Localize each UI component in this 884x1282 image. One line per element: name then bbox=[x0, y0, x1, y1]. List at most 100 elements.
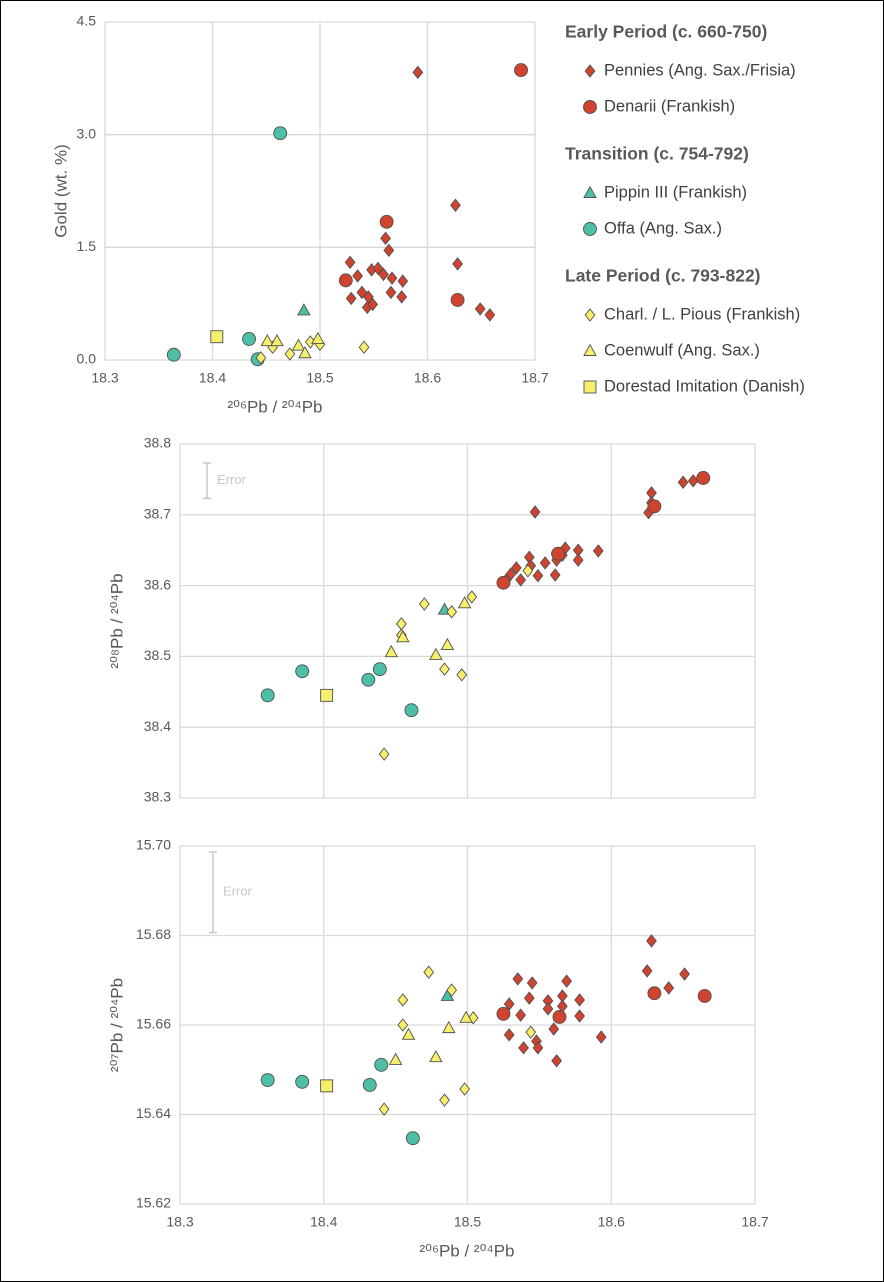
point bbox=[295, 1074, 310, 1089]
legend-label: Offa (Ang. Sax.) bbox=[604, 219, 722, 237]
y-axis-label: ²⁰⁸Pb / ²⁰⁴Pb bbox=[107, 573, 126, 668]
point bbox=[561, 974, 573, 988]
point bbox=[423, 965, 435, 979]
point bbox=[542, 1002, 554, 1016]
y-tick-label: 3.0 bbox=[77, 125, 97, 141]
point bbox=[380, 231, 391, 246]
point bbox=[412, 65, 424, 80]
legend-label: Denarii (Frankish) bbox=[604, 97, 735, 115]
point bbox=[442, 1020, 456, 1034]
point bbox=[548, 1022, 560, 1036]
error-label: Error bbox=[223, 884, 253, 899]
legend-marker bbox=[584, 64, 596, 78]
point bbox=[474, 302, 486, 316]
y-tick-label: 38.7 bbox=[144, 506, 171, 522]
x-tick-label: 18.6 bbox=[414, 370, 441, 386]
point bbox=[439, 1093, 450, 1107]
point bbox=[526, 976, 538, 990]
point bbox=[260, 688, 275, 703]
legend-marker bbox=[583, 343, 597, 356]
point bbox=[429, 647, 443, 660]
point bbox=[532, 1041, 544, 1055]
point bbox=[374, 1057, 389, 1072]
point bbox=[532, 568, 544, 583]
point bbox=[439, 662, 450, 676]
x-tick-label: 18.7 bbox=[521, 370, 548, 386]
x-tick-label: 18.7 bbox=[741, 1214, 768, 1230]
point bbox=[452, 257, 463, 271]
legend-label: Pennies (Ang. Sax./Frisia) bbox=[604, 61, 796, 79]
legend-label: Coenwulf (Ang. Sax.) bbox=[604, 341, 760, 359]
point bbox=[311, 331, 325, 344]
legend-marker bbox=[583, 100, 597, 114]
point bbox=[518, 1041, 529, 1055]
point bbox=[396, 290, 408, 304]
point bbox=[401, 1027, 416, 1040]
point bbox=[386, 271, 398, 285]
y-tick-label: 15.62 bbox=[136, 1195, 171, 1211]
point bbox=[372, 261, 384, 276]
point bbox=[514, 63, 528, 78]
point bbox=[260, 1073, 275, 1087]
point bbox=[379, 214, 394, 229]
point bbox=[663, 981, 675, 995]
point bbox=[450, 292, 465, 307]
point bbox=[696, 471, 711, 485]
point bbox=[496, 1006, 511, 1021]
legend-marker bbox=[583, 185, 597, 198]
error-label: Error bbox=[217, 472, 247, 487]
point bbox=[496, 575, 511, 590]
point bbox=[512, 972, 524, 986]
legend-label: Charl. / L. Pious (Frankish) bbox=[604, 305, 800, 323]
point bbox=[397, 274, 409, 288]
point bbox=[396, 630, 410, 643]
x-tick-label: 18.5 bbox=[306, 370, 333, 386]
point bbox=[397, 993, 409, 1007]
point bbox=[320, 688, 334, 702]
point bbox=[372, 662, 387, 677]
point bbox=[523, 991, 535, 1005]
point bbox=[552, 1009, 567, 1024]
point bbox=[358, 340, 370, 354]
point bbox=[345, 291, 357, 306]
y-tick-label: 15.70 bbox=[136, 837, 171, 853]
point bbox=[284, 347, 296, 361]
y-tick-label: 38.6 bbox=[144, 576, 171, 592]
point bbox=[362, 1078, 377, 1092]
legend-heading: Late Period (c. 793-822) bbox=[565, 266, 761, 286]
point bbox=[344, 255, 356, 270]
point bbox=[510, 561, 522, 575]
point bbox=[338, 273, 353, 288]
point bbox=[551, 546, 566, 561]
point bbox=[466, 590, 478, 604]
point bbox=[295, 664, 310, 679]
point bbox=[440, 637, 455, 651]
y-tick-label: 15.64 bbox=[136, 1105, 171, 1121]
point bbox=[595, 1030, 607, 1044]
point bbox=[405, 1131, 420, 1146]
point bbox=[356, 285, 368, 300]
legend-label: Dorestad Imitation (Danish) bbox=[604, 377, 805, 395]
point bbox=[515, 1008, 527, 1022]
x-tick-label: 18.4 bbox=[310, 1214, 337, 1230]
point bbox=[549, 568, 561, 582]
point bbox=[298, 346, 312, 359]
y-tick-label: 15.66 bbox=[136, 1016, 171, 1032]
point bbox=[539, 556, 551, 570]
point bbox=[270, 333, 284, 347]
x-tick-label: 18.4 bbox=[199, 370, 226, 386]
point bbox=[646, 934, 657, 948]
point bbox=[260, 333, 275, 347]
point bbox=[242, 332, 257, 346]
point bbox=[446, 983, 458, 997]
y-tick-label: 38.4 bbox=[144, 718, 171, 734]
x-tick-label: 18.5 bbox=[454, 1214, 481, 1230]
y-tick-label: 4.5 bbox=[77, 13, 97, 29]
point bbox=[367, 297, 379, 312]
point bbox=[384, 644, 399, 658]
point bbox=[388, 1052, 403, 1065]
point bbox=[166, 347, 181, 362]
legend-heading: Early Period (c. 660-750) bbox=[565, 22, 767, 42]
